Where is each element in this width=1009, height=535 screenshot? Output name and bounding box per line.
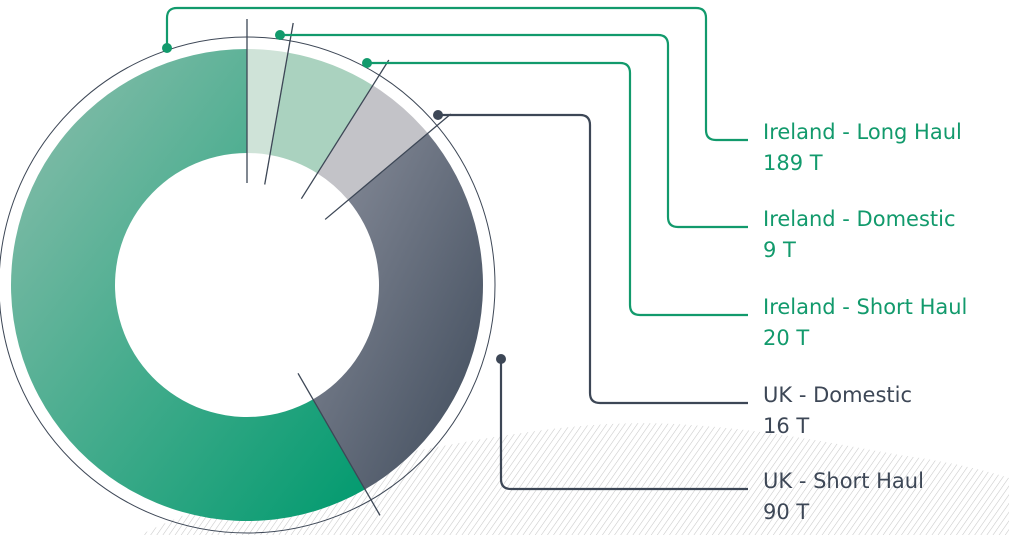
legend-value: 9 T [763, 238, 796, 262]
inner-ring [132, 170, 362, 400]
separator-uk-short-haul [297, 373, 381, 516]
legend-label: Ireland - Short Haul [763, 295, 968, 319]
slice-ireland-short-haul [269, 52, 373, 174]
leader-line-ireland-domestic [280, 33, 748, 229]
leader-dot-uk-domestic [433, 110, 443, 120]
leader-line-ireland-long-haul [165, 6, 748, 142]
legend-label: UK - Domestic [763, 383, 913, 407]
separator-uk-domestic [324, 113, 452, 220]
legend-value: 20 T [763, 326, 810, 350]
legend-item-ireland-domestic: Ireland - Domestic 9 T [763, 205, 956, 264]
legend-item-uk-short-haul: UK - Short Haul 90 T [763, 467, 924, 526]
leader-line-uk-domestic [438, 113, 748, 405]
donut-layer [0, 36, 496, 534]
slice-uk-short-haul [313, 133, 483, 490]
separator-ireland-domestic [264, 22, 294, 185]
legend-label: Ireland - Domestic [763, 207, 956, 231]
leader-dot-uk-short-haul [496, 354, 506, 364]
leader-dot-ireland-long-haul [162, 43, 172, 53]
leader-line-ireland-short-haul [367, 61, 748, 317]
separator-ireland-short-haul [300, 59, 390, 200]
leader-lines-layer [162, 6, 748, 516]
slice-ireland-long-haul [10, 49, 365, 521]
leader-line-uk-short-haul [499, 359, 748, 491]
slice-ireland-domestic [247, 49, 288, 156]
slice-uk-domestic [317, 85, 428, 201]
legend-label: UK - Short Haul [763, 469, 924, 493]
legend-item-uk-domestic: UK - Domestic 16 T [763, 381, 912, 440]
leader-dot-ireland-domestic [275, 30, 285, 40]
legend-value: 90 T [763, 500, 810, 524]
legend-label: Ireland - Long Haul [763, 120, 962, 144]
leader-dot-ireland-short-haul [362, 58, 372, 68]
legend-value: 189 T [763, 151, 823, 175]
legend-item-ireland-short-haul: Ireland - Short Haul 20 T [763, 293, 967, 352]
legend-item-ireland-long-haul: Ireland - Long Haul 189 T [763, 118, 962, 177]
legend-value: 16 T [763, 414, 810, 438]
